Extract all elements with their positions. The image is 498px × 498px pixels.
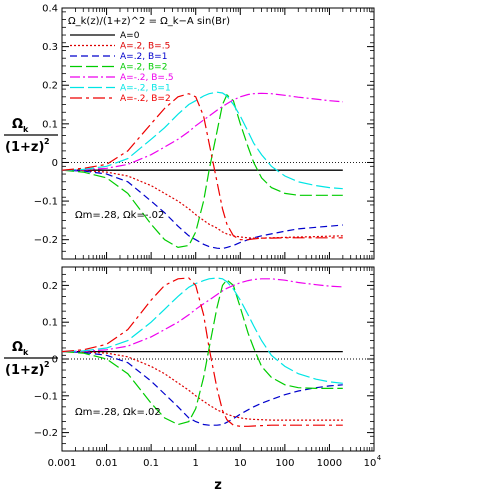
- series-line: [61, 92, 343, 171]
- bottom-panel-plot: [61, 277, 374, 427]
- series-line: [61, 169, 343, 239]
- series-line: [61, 277, 343, 384]
- legend-label: A=-.2, B=2: [120, 94, 171, 104]
- series-line: [61, 93, 343, 249]
- x-tick-labels: 0.001 0.01 0.1 1 10 100 1000 10 4: [48, 454, 382, 469]
- top-panel-annotation: Ωm=.28, Ωk=-.02: [75, 210, 164, 221]
- top-panel-ticks: −0.2 −0.1 0 0.1 0.2 0.3 0.4: [34, 4, 374, 260]
- legend-label: A=-.2, B=1: [120, 84, 171, 94]
- y-tick-label: 0: [52, 158, 58, 169]
- legend-label: A=-.2, B=.5: [120, 73, 174, 83]
- y-tick-label: 0.1: [42, 119, 58, 130]
- y-tick-label: −0.1: [34, 197, 58, 208]
- y-tick-label: 0: [52, 355, 58, 366]
- ylabel-numerator-sub: k: [23, 125, 29, 134]
- y-tick-label: −0.2: [34, 428, 58, 439]
- series-line: [61, 351, 343, 421]
- legend-label: A=0: [120, 31, 140, 41]
- bottom-panel-annotation: Ωm=.28, Ωk=.02: [75, 407, 161, 418]
- y-tick-label: −0.1: [34, 391, 58, 402]
- y-tick-label: 0.2: [42, 281, 58, 292]
- ylabel-denominator-sup: 2: [44, 360, 50, 369]
- ylabel-denominator-sup: 2: [44, 137, 50, 146]
- x-tick-label: 0.01: [95, 458, 117, 469]
- y-tick-label: 0.4: [42, 4, 58, 15]
- top-y-axis-label: Ω k (1+z) 2: [4, 117, 58, 155]
- ylabel-denominator: (1+z): [5, 140, 44, 155]
- x-axis-label: z: [214, 478, 222, 493]
- y-tick-label: 0.1: [42, 318, 58, 329]
- series-line: [61, 279, 343, 426]
- legend-label: A=.2, B=1: [120, 52, 167, 62]
- series-line: [61, 93, 343, 241]
- bottom-y-axis-label: Ω k (1+z) 2: [4, 340, 58, 378]
- legend-formula: Ω_k(z)/(1+z)^2 = Ω_k−A sin(Br): [68, 16, 230, 27]
- x-tick-label: 1000: [317, 458, 342, 469]
- series-line: [61, 351, 343, 426]
- ylabel-numerator: Ω: [12, 340, 23, 355]
- series-line: [61, 278, 343, 353]
- x-tick-label: 10: [234, 458, 247, 469]
- y-tick-label: 0.2: [42, 81, 58, 92]
- series-line: [61, 91, 343, 190]
- ylabel-numerator: Ω: [12, 117, 23, 132]
- x-tick-label: 100: [275, 458, 294, 469]
- x-tick-label: 0.1: [143, 458, 159, 469]
- ylabel-denominator: (1+z): [5, 363, 44, 378]
- top-panel-frame: [61, 7, 375, 260]
- ylabel-numerator-sub: k: [23, 348, 29, 357]
- legend-label: A=.2, B=2: [120, 63, 167, 73]
- legend-label: A=.2, B=.5: [120, 42, 170, 52]
- series-line: [61, 277, 343, 427]
- x-tick-label-sup: 4: [377, 454, 382, 462]
- x-tick-label: 0.001: [48, 458, 77, 469]
- y-tick-label: 0.3: [42, 42, 58, 53]
- x-tick-label: 10: [364, 458, 377, 469]
- y-tick-label: −0.2: [34, 235, 58, 246]
- x-tick-label: 1: [193, 458, 199, 469]
- bottom-panel-ticks: −0.2 −0.1 0 0.1 0.2: [34, 266, 374, 452]
- legend: Ω_k(z)/(1+z)^2 = Ω_k−A sin(Br) A=0A=.2, …: [68, 16, 230, 104]
- top-panel-plot: [61, 91, 374, 250]
- legend-entries: A=0A=.2, B=.5A=.2, B=1A=.2, B=2A=-.2, B=…: [70, 31, 174, 104]
